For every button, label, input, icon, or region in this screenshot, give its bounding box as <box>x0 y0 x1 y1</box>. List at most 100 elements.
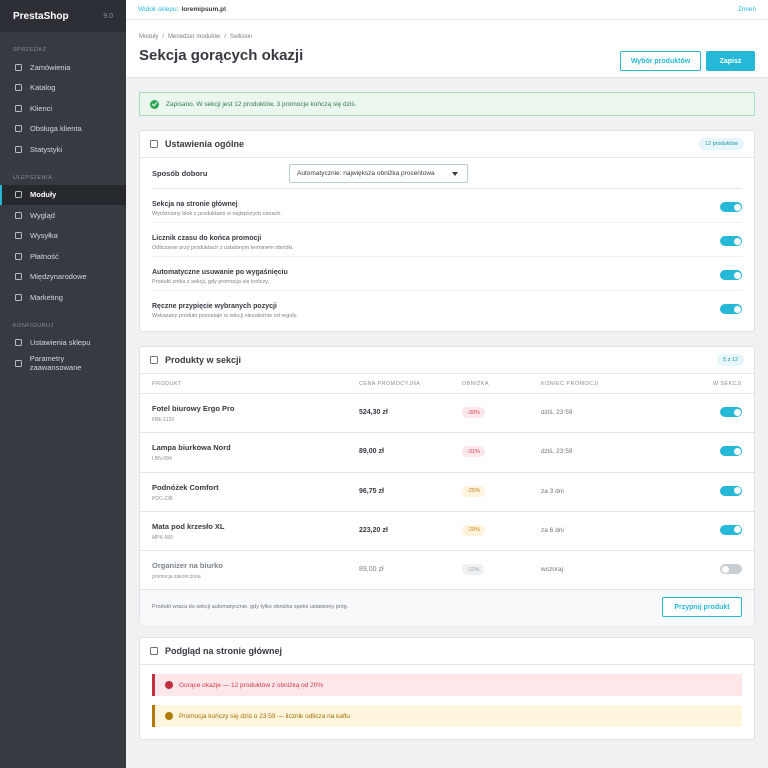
discount-badge: -30% <box>462 407 485 418</box>
preview-list: Gorące okazje — 12 produktów z obniżką o… <box>140 674 754 727</box>
end-date: dziś, 23:59 <box>541 409 573 416</box>
nav-label: Moduły <box>30 190 57 200</box>
breadcrumb-item[interactable]: Moduły <box>139 34 159 40</box>
success-icon <box>150 99 159 109</box>
brand: PrestaShop 9.0 <box>0 0 126 32</box>
shop-label: Widok sklepu: <box>138 6 179 13</box>
nav-label: Parametry zaawansowane <box>29 354 82 373</box>
nav-item[interactable]: Wysyłka <box>0 226 126 247</box>
card-icon <box>150 140 158 148</box>
preview-alert: Promocja kończy się dziś o 23:59 — liczn… <box>152 705 742 727</box>
switch[interactable] <box>720 524 742 535</box>
column-header: W SEKCJI <box>712 381 742 387</box>
nav-item[interactable]: Płatność <box>0 246 126 267</box>
breadcrumb-item[interactable]: Menedżer modułów <box>158 34 220 40</box>
select-label: Sposób doboru <box>152 168 208 178</box>
nav: SPRZEDAŻ Zamówienia Katalog Klienci Obsługa … <box>0 47 126 374</box>
nav-icon <box>15 104 22 112</box>
nav-label: Wysyłka <box>30 231 58 241</box>
end-date: za 6 dni <box>541 526 564 534</box>
switch[interactable] <box>720 304 742 314</box>
brand-name: PrestaShop <box>13 10 69 22</box>
change-link[interactable]: Zmień <box>737 6 756 13</box>
section-title: SPRZEDAŻ <box>13 47 47 53</box>
nav-icon <box>15 339 22 347</box>
switch[interactable] <box>720 446 742 457</box>
column-header: PRODUKT <box>152 381 182 387</box>
select-row: Sposób doboru Automatycznie: największa o… <box>152 158 742 189</box>
nav-item[interactable]: Statystyki <box>0 139 126 160</box>
section-title: KONFIGURUJ <box>13 322 54 329</box>
preview-alert: Gorące okazje — 12 produktów z obniżką o… <box>152 674 742 696</box>
products-card: Produkty w sekcji 5 z 12 PRODUKT CENA PROM… <box>139 346 755 626</box>
select-products-button[interactable]: Wybór produktów <box>620 51 701 71</box>
price: 524,30 zł <box>359 409 388 416</box>
nav-item[interactable]: Obsługa klienta <box>0 119 126 140</box>
alert-text: Gorące okazje — 12 produktów z obniżką o… <box>179 681 324 689</box>
toggle-row: Licznik czasu do końca promocji Odliczani… <box>152 223 742 257</box>
alert-icon <box>165 681 173 689</box>
success-alert: Zapisano. W sekcji jest 12 produktów, 3 … <box>139 92 755 116</box>
nav-icon <box>15 359 22 367</box>
toggle-title: Sekcja na stronie głównej <box>152 201 238 208</box>
column-header: CENA PROMOCYJNA <box>359 381 421 387</box>
alert-text: Zapisano. W sekcji jest 12 produktów, 3 … <box>166 100 357 108</box>
nav-label: Klienci <box>30 103 53 113</box>
table-row: Podnóżek Comfort PDC-238 96,75 zł -25% za 3 … <box>140 473 754 512</box>
nav-label: Obsługa klienta <box>30 124 82 134</box>
discount-badge: -25% <box>462 485 485 497</box>
preview-card: Podgląd na stronie głównej Gorące okazje… <box>139 637 755 740</box>
nav-icon <box>15 125 22 133</box>
product-name: Lampa biurkowa Nord <box>152 443 231 453</box>
breadcrumb-item[interactable]: Sellision <box>220 34 252 40</box>
shop-view: Widok sklepu: loremipsum.pl <box>138 6 226 13</box>
price: 89,00 zł <box>359 448 384 456</box>
discount-badge: -31% <box>462 446 485 458</box>
nav-label: Płatność <box>30 251 59 261</box>
shop-link[interactable]: loremipsum.pl <box>181 6 226 13</box>
product-name: Mata pod krzesło XL <box>152 521 225 531</box>
toggle-title: Ręczne przypięcie wybranych pozycji <box>152 303 277 310</box>
version: 9.0 <box>103 12 113 20</box>
nav-item[interactable]: Międzynarodowe <box>0 267 126 288</box>
product-name: Podnóżek Comfort <box>152 482 219 492</box>
nav-icon <box>15 145 22 153</box>
column-header: KONIEC PROMOCJI <box>541 381 599 387</box>
switch[interactable] <box>720 564 742 575</box>
select[interactable]: Automatycznie: największa obniżka procen… <box>289 163 468 183</box>
save-button[interactable]: Zapisz <box>706 51 755 71</box>
card-icon <box>150 647 158 655</box>
count-badge: 12 produktów <box>698 138 744 150</box>
price: 89,00 zł <box>359 566 384 574</box>
toggle-desc: Odliczanie przy produktach z ustalonym t… <box>152 245 294 251</box>
nav-item[interactable]: Katalog <box>0 78 126 99</box>
toggle-title: Licznik czasu do końca promocji <box>152 235 262 242</box>
switch[interactable] <box>720 236 742 246</box>
nav-icon <box>15 63 22 71</box>
product-sku: PDC-238 <box>152 495 173 502</box>
table-body: Fotel biurowy Ergo Pro FBE-1120 524,30 zł -… <box>140 394 754 591</box>
nav-item[interactable]: Ustawienia sklepu <box>0 333 126 354</box>
nav-icon <box>15 252 22 260</box>
pin-button[interactable]: Przypnij produkt <box>662 597 742 618</box>
nav-item[interactable]: Parametry zaawansowane <box>0 353 126 374</box>
product-sku: LBN-084 <box>152 456 172 463</box>
nav-item[interactable]: Zamówienia <box>0 57 126 78</box>
count-badge: 5 z 12 <box>717 354 744 366</box>
switch[interactable] <box>720 270 742 280</box>
nav-item[interactable]: Wygląd <box>0 205 126 226</box>
nav-label: Katalog <box>30 83 56 93</box>
switch[interactable] <box>720 485 742 496</box>
switch[interactable] <box>720 407 742 417</box>
toggle-row: Ręczne przypięcie wybranych pozycji Wskaz… <box>152 291 742 325</box>
table-footer: Produkt wraca do sekcji automatycznie, g… <box>140 590 754 626</box>
nav-icon <box>15 232 22 240</box>
nav-item[interactable]: Moduły <box>0 184 126 205</box>
nav-icon <box>15 293 22 301</box>
product-sku: FBE-1120 <box>152 417 175 423</box>
nav-item[interactable]: Marketing <box>0 287 126 308</box>
switch[interactable] <box>720 202 742 212</box>
nav-label: Marketing <box>30 292 63 302</box>
nav-item[interactable]: Klienci <box>0 98 126 119</box>
